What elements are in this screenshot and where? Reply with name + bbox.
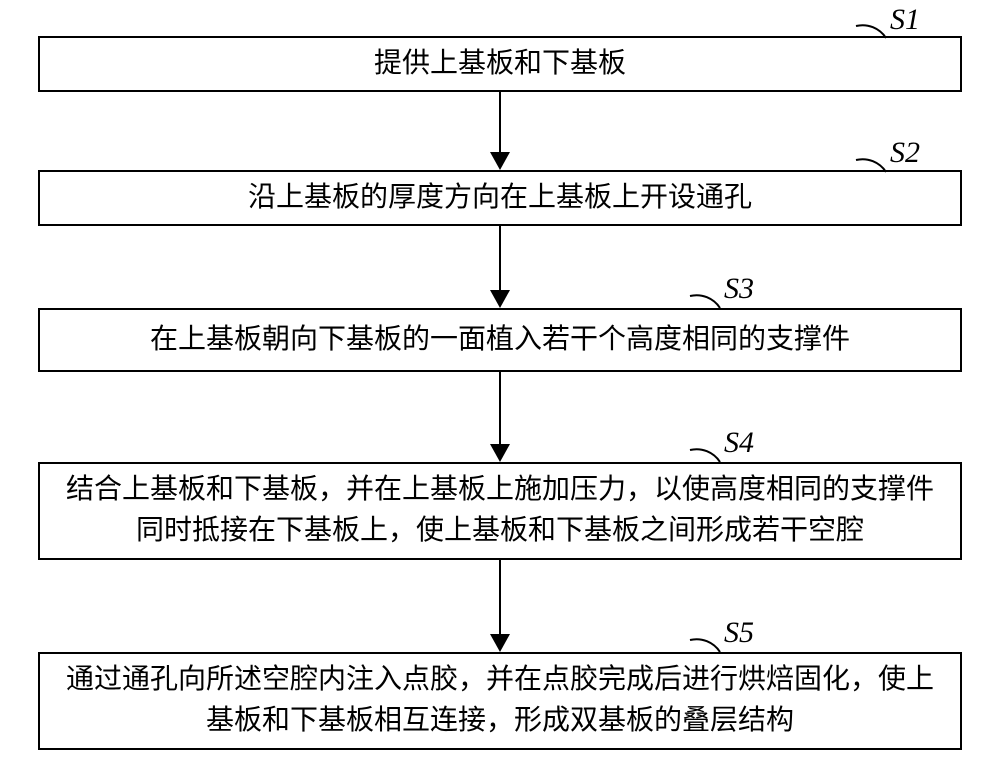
step-s3-label: S3 xyxy=(724,272,754,306)
step-s1-box: 提供上基板和下基板 xyxy=(38,36,962,92)
flowchart-canvas: 提供上基板和下基板 S1 沿上基板的厚度方向在上基板上开设通孔 S2 在上基板朝… xyxy=(0,0,1000,774)
step-s3-box: 在上基板朝向下基板的一面植入若干个高度相同的支撑件 xyxy=(38,308,962,372)
step-s5-box: 通过通孔向所述空腔内注入点胶，并在点胶完成后进行烘焙固化，使上基板和下基板相互连… xyxy=(38,652,962,750)
step-s5-text: 通过通孔向所述空腔内注入点胶，并在点胶完成后进行烘焙固化，使上基板和下基板相互连… xyxy=(54,660,946,741)
step-s3-text: 在上基板朝向下基板的一面植入若干个高度相同的支撑件 xyxy=(150,320,850,361)
step-s2-tick xyxy=(854,140,888,174)
step-s1-text: 提供上基板和下基板 xyxy=(374,44,626,85)
step-s4-box: 结合上基板和下基板，并在上基板上施加压力，以使高度相同的支撑件同时抵接在下基板上… xyxy=(38,462,962,560)
step-s1-tick xyxy=(854,6,888,40)
step-s2-text: 沿上基板的厚度方向在上基板上开设通孔 xyxy=(248,178,752,219)
step-s2-label: S2 xyxy=(890,136,920,170)
step-s5-tick xyxy=(688,620,722,654)
step-s4-text: 结合上基板和下基板，并在上基板上施加压力，以使高度相同的支撑件同时抵接在下基板上… xyxy=(54,470,946,551)
step-s4-tick xyxy=(688,430,722,464)
step-s3-tick xyxy=(688,276,722,310)
step-s2-box: 沿上基板的厚度方向在上基板上开设通孔 xyxy=(38,170,962,226)
step-s1-label: S1 xyxy=(890,3,920,37)
step-s5-label: S5 xyxy=(724,616,754,650)
step-s4-label: S4 xyxy=(724,426,754,460)
